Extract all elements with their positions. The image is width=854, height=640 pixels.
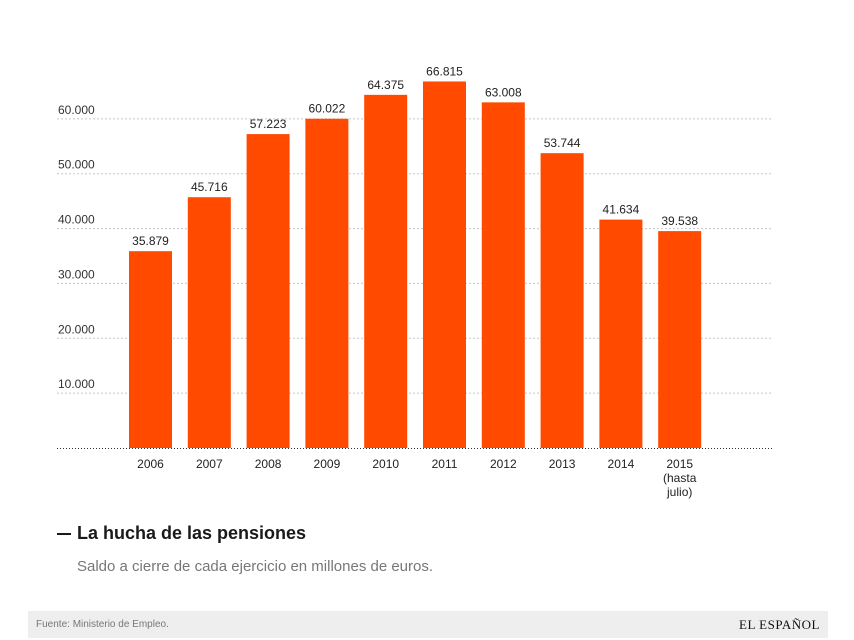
bar xyxy=(364,94,408,448)
value-label: 45.716 xyxy=(191,180,228,194)
y-tick-label: 30.000 xyxy=(58,267,95,281)
bar xyxy=(129,251,172,448)
value-label: 35.879 xyxy=(132,234,169,248)
value-label: 39.538 xyxy=(661,214,698,228)
y-tick-label: 20.000 xyxy=(58,322,95,336)
chart-title: La hucha de las pensiones xyxy=(77,523,307,543)
value-label: 53.744 xyxy=(544,136,581,150)
x-tick-label-line: 2015 xyxy=(666,457,693,471)
x-tick-label-line: 2013 xyxy=(549,457,576,471)
x-tick-label: 2006 xyxy=(137,457,164,471)
x-tick-label-line: julio) xyxy=(666,485,692,499)
x-tick-label-line: 2006 xyxy=(137,457,164,471)
value-label: 64.375 xyxy=(367,78,404,92)
y-tick-label: 10.000 xyxy=(58,377,95,391)
bar xyxy=(481,102,525,449)
bar xyxy=(305,118,349,449)
title-dash xyxy=(57,532,71,535)
x-tick-label-line: 2010 xyxy=(372,457,399,471)
source-note: Fuente: Ministerio de Empleo. xyxy=(36,619,169,630)
x-tick-label-line: 2008 xyxy=(255,457,282,471)
x-tick-label: 2012 xyxy=(490,457,517,471)
x-tick-label: 2013 xyxy=(549,457,576,471)
value-label: 41.634 xyxy=(603,203,640,217)
bar-chart: 10.000 20.000 30.000 40.000 50.000 60.000 35.8… xyxy=(57,64,772,499)
brand-logo: EL ESPAÑOL xyxy=(739,616,820,632)
y-tick-label: 60.000 xyxy=(58,103,95,117)
value-label: 60.022 xyxy=(309,102,346,116)
y-tick-label: 50.000 xyxy=(58,158,95,172)
x-tick-label: 2014 xyxy=(608,457,635,471)
bar xyxy=(599,219,643,448)
x-tick-label-line: 2007 xyxy=(196,457,223,471)
y-tick-label: 40.000 xyxy=(58,213,95,227)
x-tick-label: 2010 xyxy=(372,457,399,471)
x-tick-label-line: 2014 xyxy=(608,457,635,471)
x-tick-label: 2008 xyxy=(255,457,282,471)
x-tick-label: 2007 xyxy=(196,457,223,471)
bar xyxy=(187,197,231,448)
chart-title-row: La hucha de las pensiones xyxy=(57,523,433,544)
value-label: 57.223 xyxy=(250,117,287,131)
x-tick-label: 2009 xyxy=(314,457,341,471)
bar xyxy=(246,134,290,448)
chart-caption: La hucha de las pensiones Saldo a cierre… xyxy=(57,523,433,575)
x-tick-label-line: 2012 xyxy=(490,457,517,471)
value-label: 66.815 xyxy=(426,64,463,78)
x-tick-label: 2015 (hasta julio) xyxy=(663,457,697,499)
x-tick-label-line: 2009 xyxy=(314,457,341,471)
bar xyxy=(423,81,466,449)
bar xyxy=(658,231,702,448)
footer-bar: Fuente: Ministerio de Empleo. EL ESPAÑOL xyxy=(28,611,828,638)
chart-subtitle: Saldo a cierre de cada ejercicio en mill… xyxy=(77,558,434,575)
x-tick-label: 2011 xyxy=(432,457,458,471)
value-label: 63.008 xyxy=(485,85,522,99)
bar xyxy=(540,153,584,448)
x-tick-label-line: 2011 xyxy=(432,457,458,471)
x-tick-label-line: (hasta xyxy=(663,471,697,485)
